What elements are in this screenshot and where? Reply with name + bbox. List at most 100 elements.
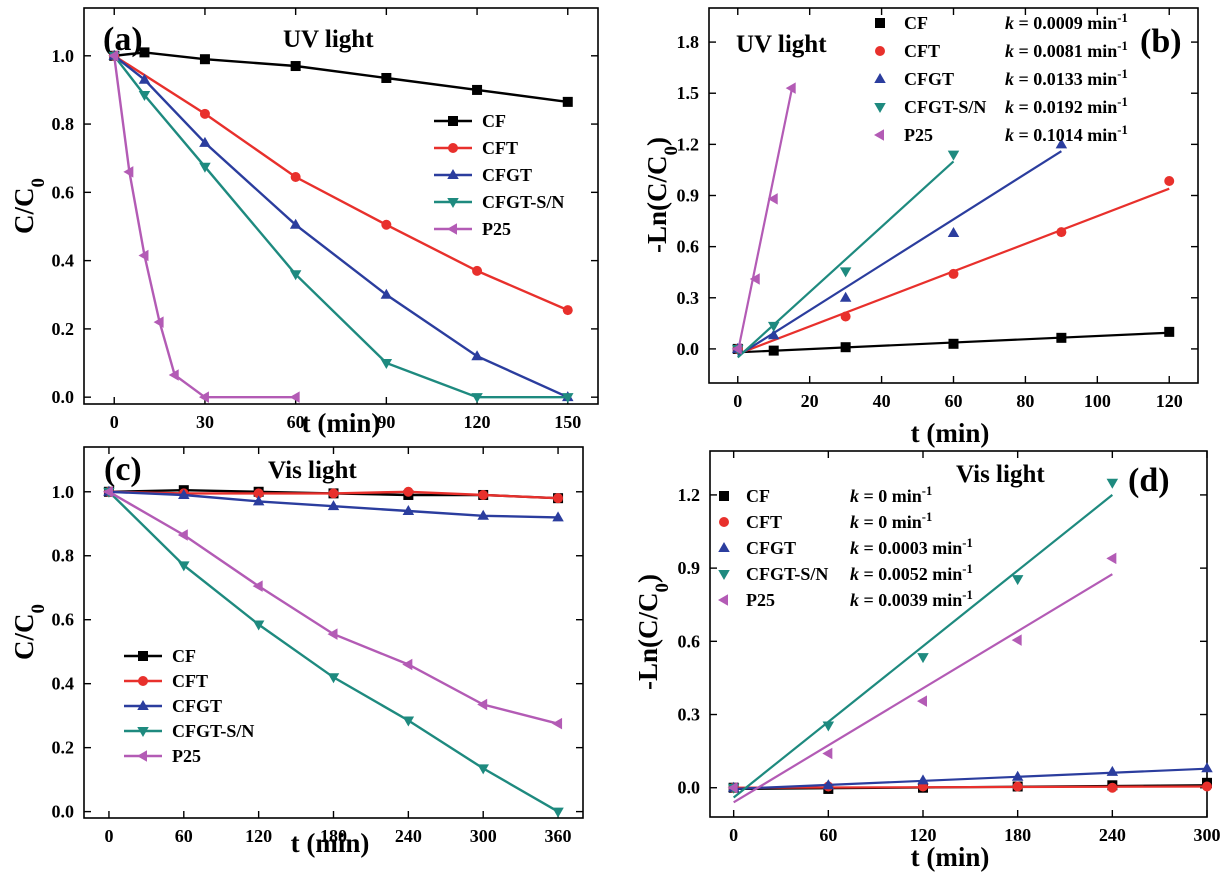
data-point [472, 265, 483, 276]
legend-rate: k = 0.0192 min-1 [1005, 95, 1128, 117]
legend-rate: k = 0.0003 min-1 [850, 536, 973, 558]
legend-item: CFGT-S/N [434, 192, 564, 212]
x-axis-label: t (min) [291, 828, 370, 858]
data-point [1056, 332, 1067, 343]
legend: CF CFT CFGT CFGT-S/N P25 [124, 646, 254, 766]
x-tick-label: 40 [873, 391, 891, 411]
x-tick-label: 0 [733, 391, 742, 411]
data-point [198, 391, 209, 403]
x-tick-label: 180 [1004, 825, 1031, 845]
legend-item: CFGT [434, 165, 532, 185]
legend-label: P25 [482, 219, 511, 239]
data-point [562, 393, 574, 404]
data-point [552, 717, 563, 730]
data-point [477, 698, 488, 711]
data-point [1107, 782, 1118, 793]
data-point [327, 673, 340, 684]
y-tick-label: 0.6 [52, 182, 75, 202]
legend-item: CF k = 0.0009 min-1 [875, 11, 1128, 33]
data-point [477, 509, 489, 520]
fit-line [733, 785, 1208, 789]
x-tick-label: 0 [104, 826, 113, 846]
data-point [199, 108, 210, 119]
data-point [327, 628, 338, 640]
fit-line [737, 150, 1062, 357]
y-tick-label: 0.4 [52, 251, 75, 271]
data-point [252, 495, 265, 506]
data-point [290, 171, 301, 182]
legend-marker [448, 143, 458, 153]
legend-marker [138, 651, 148, 661]
data-point [168, 369, 179, 381]
data-point [123, 166, 134, 178]
data-point [402, 658, 413, 671]
x-tick-label: 80 [1016, 391, 1034, 411]
legend-marker [448, 116, 458, 126]
legend-rate: k = 0.1014 min-1 [1005, 123, 1128, 145]
legend-rate: k = 0.0081 min-1 [1005, 39, 1128, 61]
x-tick-label: 100 [1084, 391, 1111, 411]
condition-label: Vis light [956, 461, 1045, 488]
legend-rate: k = 0 min-1 [850, 484, 932, 506]
series-p25 [727, 552, 1117, 804]
legend-marker [718, 594, 728, 606]
legend-item: CF [434, 111, 506, 131]
fit-line [736, 89, 793, 353]
legend-label: CFT [904, 41, 940, 61]
data-point [289, 218, 302, 229]
y-tick-label: 1.5 [677, 83, 700, 103]
y-tick-label: 0.6 [678, 631, 701, 651]
data-point [917, 695, 927, 707]
data-point [1106, 552, 1117, 565]
data-point [840, 342, 851, 353]
legend-rate: k = 0.0133 min-1 [1005, 67, 1128, 89]
data-point [178, 488, 190, 499]
condition-label: Vis light [268, 457, 357, 484]
y-axis-label: C/C0 [9, 604, 49, 660]
x-tick-label: 60 [945, 391, 963, 411]
legend-item: P25 [434, 219, 511, 239]
series-line [113, 54, 569, 312]
legend-label: CF [746, 486, 770, 506]
y-tick-label: 0.6 [52, 610, 75, 630]
data-point [785, 82, 796, 94]
y-axis-label: -Ln(C/C0) [633, 574, 673, 690]
legend-label: CFT [482, 138, 518, 158]
data-point [327, 500, 340, 511]
y-tick-label: 1.2 [677, 134, 700, 154]
legend-item: CFGT [124, 696, 222, 716]
legend-label: CFGT [904, 69, 954, 89]
y-tick-label: 0.9 [678, 558, 701, 578]
legend-item: CFT k = 0.0081 min-1 [875, 39, 1128, 61]
data-point [562, 96, 573, 107]
data-point [917, 774, 929, 785]
x-tick-label: 60 [819, 825, 837, 845]
data-point [768, 345, 779, 356]
data-point [102, 486, 113, 498]
x-tick-label: 180 [320, 826, 347, 846]
y-tick-label: 0.9 [677, 186, 700, 206]
data-point [381, 72, 392, 83]
legend-item: CFGT-S/N [124, 721, 254, 741]
data-point [553, 493, 564, 504]
data-point [290, 61, 301, 72]
data-point [252, 580, 263, 592]
legend-marker [718, 570, 730, 580]
plot-frame [83, 7, 599, 405]
legend-label: CFGT-S/N [746, 564, 828, 584]
legend: CF k = 0 min-1 CFT k = 0 min-1 CFGT k = 0.000… [718, 484, 973, 610]
y-tick-label: 1.8 [677, 32, 700, 52]
legend-label: P25 [746, 590, 775, 610]
y-tick-label: 0.8 [52, 546, 75, 566]
series-p25 [102, 486, 563, 730]
y-tick-label: 0.6 [677, 237, 700, 257]
data-point [562, 305, 573, 316]
legend-label: P25 [172, 746, 201, 766]
x-tick-label: 60 [287, 412, 305, 432]
series-cfgt-s-n [732, 150, 960, 359]
data-point [839, 291, 852, 302]
panel-d: 0 60 120 180 240 300 0.0 0.3 0.6 0.9 1.2 t (min) -Ln… [633, 450, 1221, 872]
data-point [767, 321, 780, 332]
data-point [199, 136, 211, 147]
legend-marker [137, 750, 147, 762]
